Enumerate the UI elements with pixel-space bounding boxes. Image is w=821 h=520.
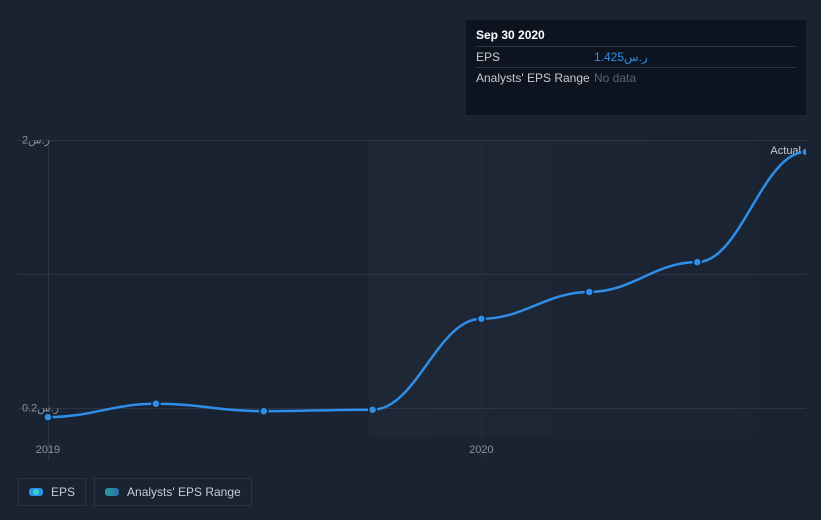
y-tick-label: 0.2ر.س bbox=[22, 402, 82, 415]
legend-item[interactable]: Analysts' EPS Range bbox=[94, 478, 252, 506]
legend-label: Analysts' EPS Range bbox=[127, 485, 241, 499]
eps-point[interactable] bbox=[369, 406, 377, 414]
tooltip-row: Analysts' EPS RangeNo data bbox=[476, 67, 796, 88]
legend-label: EPS bbox=[51, 485, 75, 499]
tooltip-row-label: EPS bbox=[476, 50, 594, 64]
tooltip-date: Sep 30 2020 bbox=[476, 28, 796, 46]
legend-swatch bbox=[29, 488, 43, 496]
y-tick-label: 2ر.س bbox=[22, 134, 82, 147]
chart-plot-area[interactable] bbox=[18, 140, 806, 438]
legend: EPS Analysts' EPS Range bbox=[18, 478, 252, 506]
x-tick-label: 2019 bbox=[36, 444, 60, 456]
tooltip-row: EPS1.425ر.س bbox=[476, 46, 796, 67]
chart-container: Sep 30 2020 EPS1.425ر.سAnalysts' EPS Ran… bbox=[0, 0, 821, 520]
legend-item[interactable]: EPS bbox=[18, 478, 86, 506]
tooltip-row-value: No data bbox=[594, 71, 636, 85]
tooltip-row-value: 1.425ر.س bbox=[594, 50, 648, 64]
x-axis-ticks: 2019 2020 bbox=[18, 444, 806, 460]
eps-line bbox=[48, 152, 806, 417]
x-tick-label: 2020 bbox=[469, 444, 493, 456]
eps-point[interactable] bbox=[585, 288, 593, 296]
eps-point[interactable] bbox=[802, 148, 806, 156]
eps-point[interactable] bbox=[693, 258, 701, 266]
eps-point[interactable] bbox=[152, 400, 160, 408]
eps-point[interactable] bbox=[477, 315, 485, 323]
eps-point[interactable] bbox=[260, 407, 268, 415]
tooltip-box: Sep 30 2020 EPS1.425ر.سAnalysts' EPS Ran… bbox=[466, 20, 806, 115]
tooltip-row-label: Analysts' EPS Range bbox=[476, 71, 594, 85]
eps-line-chart bbox=[18, 140, 806, 438]
legend-swatch bbox=[105, 488, 119, 496]
